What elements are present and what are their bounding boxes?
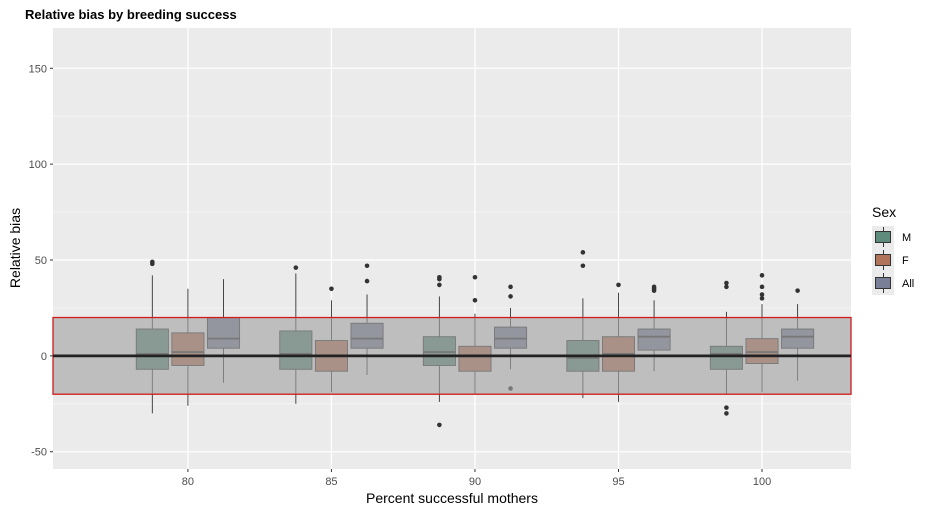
legend-item-f: F (872, 249, 914, 272)
outlier-point (329, 286, 334, 292)
y-tick-label: 0 (41, 351, 47, 363)
y-tick-label: 150 (29, 63, 47, 75)
outlier-point (724, 411, 729, 416)
outlier-point (508, 294, 513, 299)
plot-panel (53, 28, 851, 469)
outlier-point (472, 274, 478, 280)
outlier-point (759, 273, 765, 278)
outlier-point (759, 292, 765, 297)
outlier-point (580, 263, 586, 269)
legend-title: Sex (872, 204, 897, 220)
x-tick-label: 100 (753, 476, 771, 488)
outlier-point (724, 280, 729, 286)
outlier-point (580, 250, 586, 255)
outlier-point (651, 284, 657, 290)
legend: Sex M F All (872, 204, 914, 295)
chart-title: Relative bias by breeding success (25, 7, 237, 22)
x-tick-label: 80 (182, 476, 194, 488)
outlier-point (293, 265, 299, 270)
x-tick-label: 90 (469, 476, 481, 488)
y-tick-label: 100 (29, 159, 47, 171)
outlier-point (437, 274, 442, 280)
outlier-point (150, 259, 155, 265)
y-tick-label: -50 (31, 447, 47, 459)
y-axis-label: Relative bias (7, 207, 23, 289)
legend-item-m: M (872, 226, 914, 249)
x-tick-label: 95 (612, 476, 624, 488)
outlier-point (724, 405, 729, 410)
outlier-point (437, 422, 442, 428)
legend-item-all: All (872, 272, 914, 295)
outlier-point (616, 282, 621, 288)
legend-label-f: F (902, 254, 909, 267)
x-tick-label: 85 (325, 476, 337, 488)
outlier-point (795, 288, 800, 293)
outlier-point (759, 284, 765, 290)
y-tick-label: 50 (35, 255, 47, 267)
legend-swatch-f (875, 250, 891, 270)
legend-label-all: All (902, 277, 915, 290)
outlier-point (364, 263, 370, 269)
outlier-point (724, 284, 729, 290)
outlier-point (759, 296, 765, 301)
x-axis-label: Percent successful mothers (366, 490, 538, 506)
outlier-point (364, 278, 370, 284)
outlier-point (437, 282, 442, 288)
legend-swatch-m (875, 227, 891, 247)
outlier-point (508, 284, 513, 290)
legend-label-m: M (902, 231, 912, 244)
legend-swatch-all (875, 273, 891, 293)
outlier-point (472, 297, 478, 303)
